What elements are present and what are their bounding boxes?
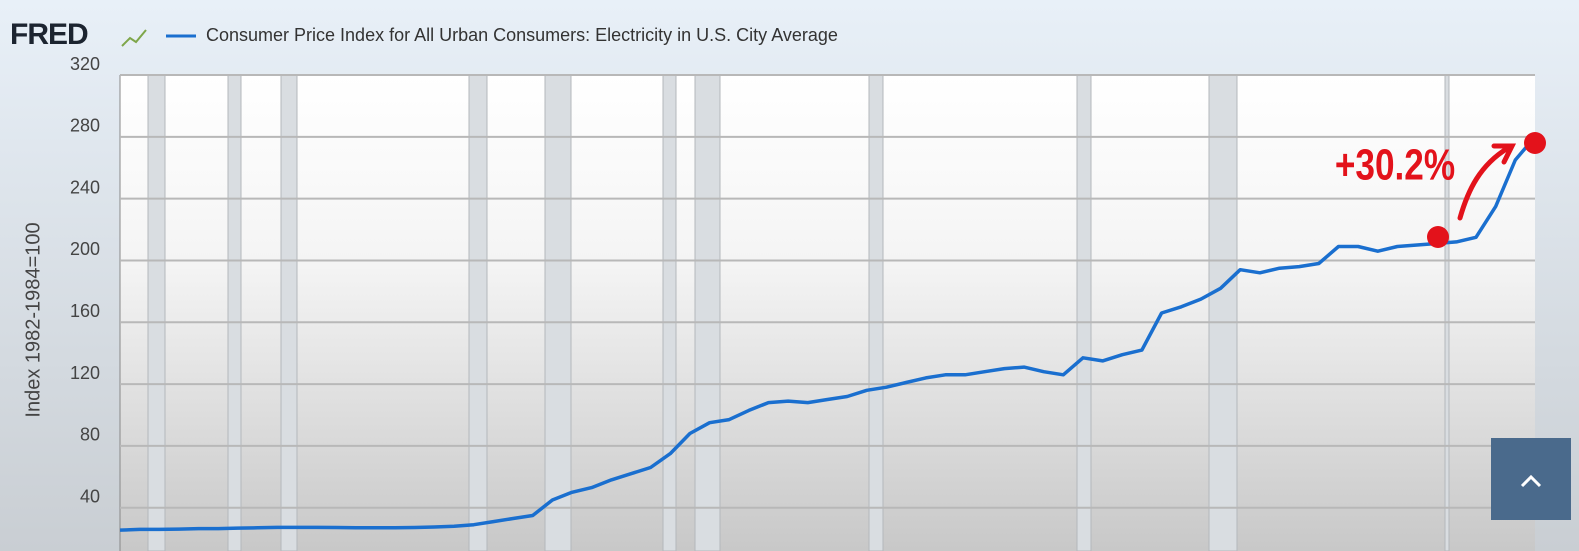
annotation-arrow	[1457, 145, 1511, 221]
y-tick-label: 40	[80, 486, 100, 506]
logo-icon	[121, 29, 147, 47]
y-tick-label: 160	[70, 301, 100, 321]
y-tick-label: 120	[70, 363, 100, 383]
end-dot	[1524, 132, 1546, 154]
y-axis-label: Index 1982-1984=100	[22, 222, 44, 417]
plot-area	[120, 75, 1535, 551]
grid: 40 80 120 160 200 240 280 320	[70, 54, 1535, 509]
data-line	[119, 135, 1537, 532]
annotation: +30.2%	[1335, 141, 1455, 190]
start-dot	[1427, 226, 1449, 248]
y-tick-label: 80	[80, 425, 100, 445]
scroll-top-button[interactable]	[1491, 438, 1571, 520]
legend-label: Consumer Price Index for All Urban Consu…	[206, 25, 838, 45]
y-tick-label: 280	[70, 116, 100, 136]
logo: FRED	[10, 18, 88, 51]
y-tick-label: 200	[70, 239, 100, 259]
arrow-head	[1491, 143, 1517, 165]
y-tick-label: 320	[70, 54, 100, 74]
y-tick-label: 240	[70, 177, 100, 197]
recession-bands	[147, 74, 1450, 551]
